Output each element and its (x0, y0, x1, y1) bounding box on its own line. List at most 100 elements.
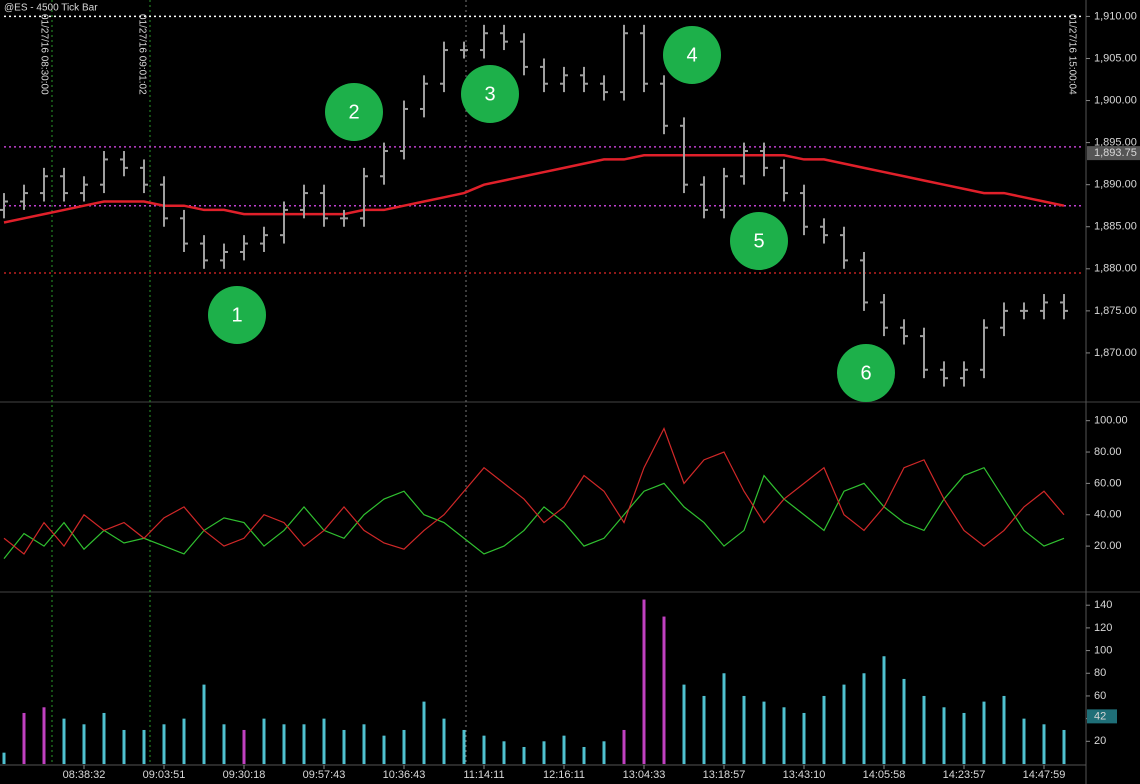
volume-bar (602, 741, 606, 764)
x-tick-label: 11:14:11 (463, 769, 504, 781)
x-tick-label: 13:43:10 (783, 769, 826, 781)
volume-bar (482, 735, 486, 764)
volume-bar (362, 724, 366, 764)
volume-bar (642, 599, 646, 764)
volume-bar (902, 678, 906, 764)
annotation-label: 3 (484, 83, 495, 105)
session-label: 01/27/16 08:30:00 (38, 14, 49, 95)
volume-bar (802, 712, 806, 764)
y-tick-label: 60 (1094, 690, 1106, 702)
volume-bar (862, 673, 866, 764)
volume-bar (922, 695, 926, 764)
y-tick-label: 80 (1094, 667, 1106, 679)
volume-bar (882, 656, 886, 764)
oscillator-line (3, 427, 1065, 555)
y-tick-label: 40.00 (1094, 509, 1122, 521)
annotation-circle (208, 286, 266, 344)
volume-bar (702, 695, 706, 764)
volume-bar (982, 701, 986, 764)
volume-bar (342, 729, 346, 764)
volume-bar (222, 724, 226, 764)
y-tick-label: 20 (1094, 735, 1106, 747)
x-tick-label: 10:36:43 (383, 769, 426, 781)
y-tick-label: 120 (1094, 622, 1112, 634)
x-tick-label: 13:18:57 (703, 769, 746, 781)
oscillator-line (3, 466, 1065, 560)
x-tick-label: 09:03:51 (143, 769, 186, 781)
annotation-circle (663, 26, 721, 84)
volume-bar (1062, 729, 1066, 764)
volume-bar (202, 684, 206, 764)
volume-bar (62, 718, 66, 764)
volume-bar (562, 735, 566, 764)
volume-bar (782, 707, 786, 764)
volume-bar (322, 718, 326, 764)
volume-bar (682, 684, 686, 764)
volume-bar (142, 729, 146, 764)
volume-bar (282, 724, 286, 764)
annotation-label: 4 (686, 44, 697, 66)
volume-bar (742, 695, 746, 764)
annotation-label: 5 (753, 230, 764, 252)
y-tick-label: 140 (1094, 599, 1112, 611)
y-tick-label: 100 (1094, 644, 1112, 656)
volume-bar (402, 729, 406, 764)
x-tick-label: 09:57:43 (303, 769, 346, 781)
y-tick-label: 1,910.00 (1094, 10, 1137, 22)
volume-bar (382, 735, 386, 764)
x-tick-label: 14:05:58 (863, 769, 906, 781)
volume-bar (422, 701, 426, 764)
volume-bar (302, 724, 306, 764)
y-tick-label: 1,880.00 (1094, 263, 1137, 275)
y-tick-label: 1,900.00 (1094, 94, 1137, 106)
volume-bar (262, 718, 266, 764)
x-tick-label: 14:23:57 (943, 769, 986, 781)
y-tick-label: 1,870.00 (1094, 347, 1137, 359)
volume-bar (762, 701, 766, 764)
x-tick-label: 12:16:11 (543, 769, 585, 781)
x-tick-label: 14:47:59 (1023, 769, 1066, 781)
moving-average (3, 153, 1065, 224)
volume-bar (242, 729, 246, 764)
volume-bar (162, 724, 166, 764)
volume-bar (622, 729, 626, 764)
annotation-circle (837, 344, 895, 402)
annotation-circle (325, 83, 383, 141)
session-label: 01/27/16 15:00:04 (1066, 14, 1077, 95)
last-volume-box (1087, 709, 1117, 724)
volume-bar (582, 746, 586, 764)
volume-bar (42, 707, 46, 764)
x-tick-label: 13:04:33 (623, 769, 666, 781)
session-label: 01/27/16 09:01:02 (136, 14, 147, 95)
volume-bar (102, 712, 106, 764)
y-tick-label: 1,890.00 (1094, 179, 1137, 191)
y-tick-label: 80.00 (1094, 446, 1122, 458)
y-tick-label: 1,905.00 (1094, 52, 1137, 64)
last-price-label: 1,893.75 (1094, 147, 1137, 159)
volume-bar (442, 718, 446, 764)
annotation-label: 6 (860, 362, 871, 384)
volume-bar (722, 673, 726, 764)
chart-title: @ES - 4500 Tick Bar (4, 3, 98, 14)
last-volume-label: 42 (1094, 710, 1106, 722)
x-tick-label: 08:38:32 (63, 769, 106, 781)
last-price-box (1087, 146, 1140, 161)
volume-bar (182, 718, 186, 764)
volume-bar (662, 616, 666, 764)
volume-bar (942, 707, 946, 764)
volume-bar (522, 746, 526, 764)
y-tick-label: 20.00 (1094, 540, 1122, 552)
volume-bar (1022, 718, 1026, 764)
y-tick-label: 60.00 (1094, 477, 1122, 489)
volume-bar (1042, 724, 1046, 764)
annotation-label: 2 (348, 101, 359, 123)
volume-bar (2, 752, 6, 764)
volume-bar (502, 741, 506, 764)
y-tick-label: 1,895.00 (1094, 137, 1137, 149)
volume-bar (1002, 695, 1006, 764)
volume-bar (122, 729, 126, 764)
annotation-circle (461, 65, 519, 123)
annotation-circle (730, 212, 788, 270)
